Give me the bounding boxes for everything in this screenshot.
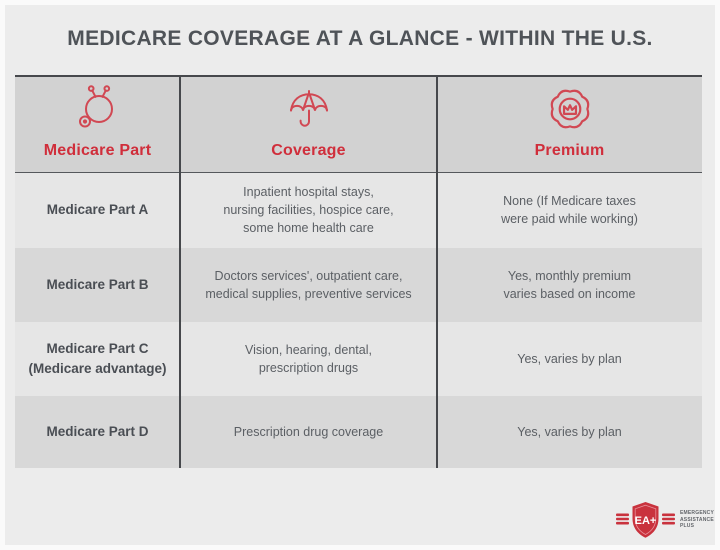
part-c-coverage: Vision, hearing, dental, prescription dr…: [245, 342, 372, 375]
column-divider-2: [436, 75, 438, 468]
part-a-label: Medicare Part A: [46, 202, 149, 218]
page-title: MEDICARE COVERAGE AT A GLANCE - WITHIN T…: [67, 27, 653, 50]
table-row-part-b: Medicare Part B Doctors services', outpa…: [15, 248, 702, 322]
header-cell-coverage: Coverage: [180, 75, 437, 172]
header-bottom-border: [15, 172, 702, 173]
column-divider-1: [179, 75, 181, 468]
part-b-premium: Yes, monthly premium varies based on inc…: [503, 268, 636, 301]
column-label-medicare-part: Medicare Part: [43, 142, 152, 159]
medicare-table: Medicare Part Coverage: [15, 75, 702, 468]
part-a-coverage: Inpatient hospital stays, nursing facili…: [223, 184, 394, 236]
header-cell-premium: Premium: [437, 75, 702, 172]
umbrella-icon: [289, 90, 328, 127]
part-c-label: Medicare Part C (Medicare advantage): [28, 341, 167, 376]
ea-plus-wordmark: EMERGENCY ASSISTANCE PLUS: [680, 510, 715, 530]
part-d-coverage: Prescription drug coverage: [233, 424, 384, 439]
part-b-coverage: Doctors services', outpatient care, medi…: [205, 268, 412, 301]
ea-plus-logo: EA+ EMERGENCY ASSISTANCE PLUS: [615, 500, 714, 540]
stethoscope-icon: [78, 85, 113, 128]
premium-badge-icon: [550, 89, 589, 129]
table-row-part-c: Medicare Part C (Medicare advantage) Vis…: [15, 322, 702, 396]
table-row-part-d: Medicare Part D Prescription drug covera…: [15, 396, 702, 468]
table-row-part-a: Medicare Part A Inpatient hospital stays…: [15, 172, 702, 248]
part-c-premium: Yes, varies by plan: [517, 351, 622, 366]
part-d-premium: Yes, varies by plan: [517, 424, 622, 439]
column-label-coverage: Coverage: [271, 142, 346, 159]
part-d-label: Medicare Part D: [46, 424, 149, 440]
part-a-premium: None (If Medicare taxes were paid while …: [501, 193, 638, 226]
table-header-row: Medicare Part Coverage: [15, 75, 702, 172]
column-label-premium: Premium: [534, 142, 605, 159]
ea-plus-shield-icon: EA+: [616, 502, 675, 538]
part-b-label: Medicare Part B: [46, 277, 149, 293]
ea-plus-monogram: EA+: [635, 515, 657, 527]
header-cell-medicare-part: Medicare Part: [15, 75, 180, 172]
table-top-border: [15, 75, 702, 77]
